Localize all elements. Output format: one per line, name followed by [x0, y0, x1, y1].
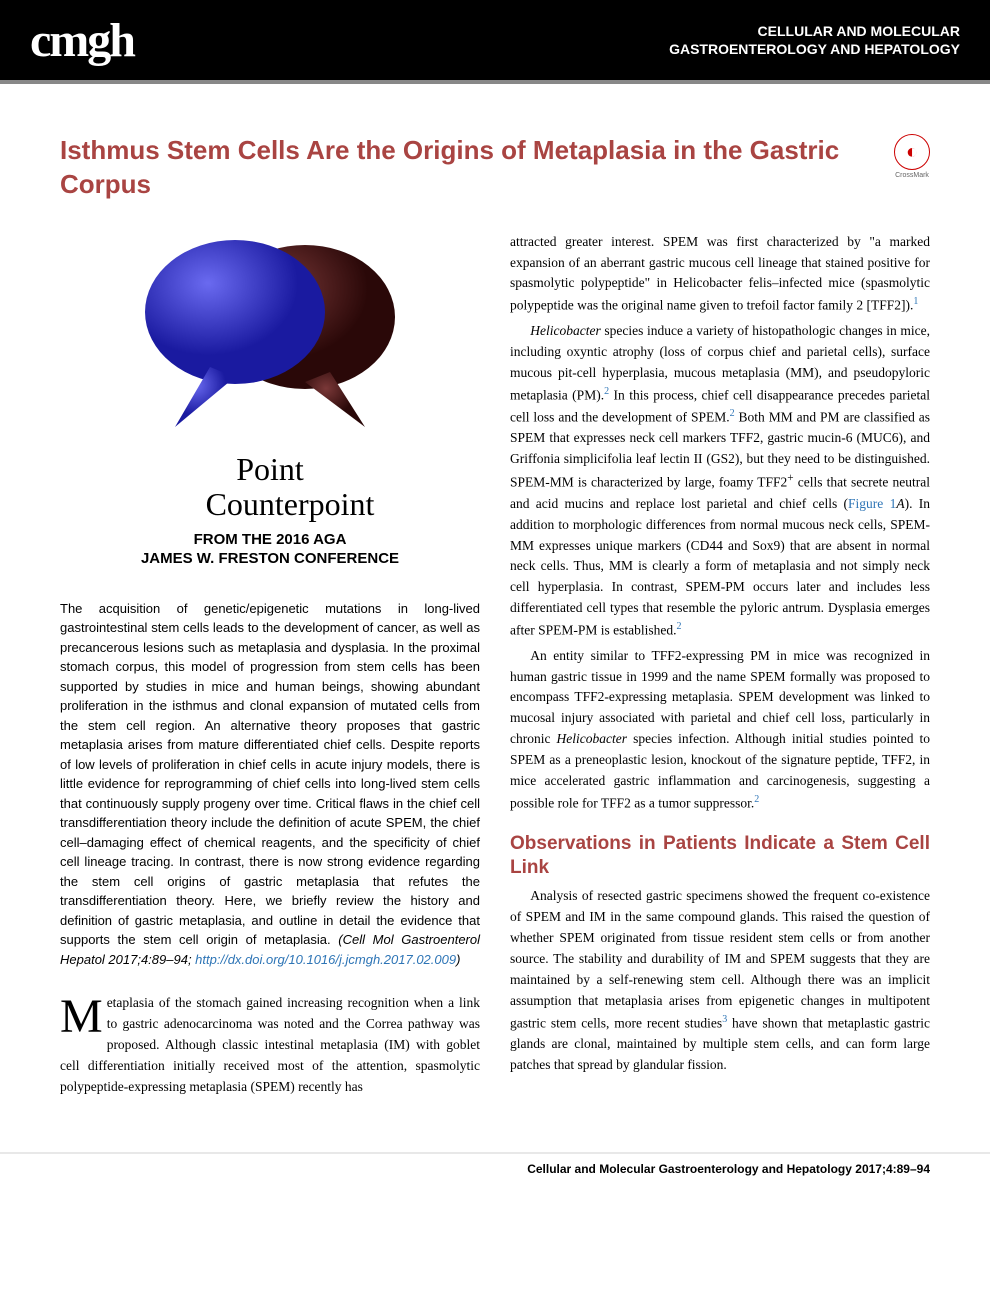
col1-body: Metaplasia of the stomach gained increas…	[60, 993, 480, 1098]
journal-name-line1: CELLULAR AND MOLECULAR	[669, 22, 960, 40]
point-counterpoint-title: Point Counterpoint	[60, 452, 480, 522]
col1-p1-text: etaplasia of the stomach gained increasi…	[60, 995, 480, 1094]
page-footer: Cellular and Molecular Gastroenterology …	[0, 1152, 990, 1190]
title-row: Isthmus Stem Cells Are the Origins of Me…	[60, 134, 930, 202]
right-column: attracted greater interest. SPEM was fir…	[510, 232, 930, 1102]
col2-p3: An entity similar to TFF2-expressing PM …	[510, 646, 930, 815]
ref-2c[interactable]: 2	[677, 621, 682, 632]
col2-p1-text: attracted greater interest. SPEM was fir…	[510, 234, 930, 313]
journal-logo: cmgh	[30, 13, 134, 68]
pc-sub1: FROM THE 2016 AGA	[60, 530, 480, 550]
speech-bubbles-graphic	[130, 232, 410, 442]
abstract-citation-close: )	[456, 952, 460, 967]
pc-line1: Point	[60, 452, 480, 487]
ref-2d[interactable]: 2	[754, 794, 759, 805]
abstract-text: The acquisition of genetic/epigenetic mu…	[60, 601, 480, 948]
journal-name-line2: GASTROENTEROLOGY AND HEPATOLOGY	[669, 40, 960, 58]
ref-3[interactable]: 3	[722, 1014, 727, 1025]
figure-1a-link[interactable]: Figure 1	[848, 496, 896, 511]
conference-subtitle: FROM THE 2016 AGA JAMES W. FRESTON CONFE…	[60, 530, 480, 569]
section-heading-observations: Observations in Patients Indicate a Stem…	[510, 832, 930, 880]
bubbles-svg	[130, 232, 410, 442]
crossmark-glyph: ◐	[906, 141, 918, 164]
col2-p1: attracted greater interest. SPEM was fir…	[510, 232, 930, 317]
footer-citation: Cellular and Molecular Gastroenterology …	[527, 1162, 930, 1176]
left-column: Point Counterpoint FROM THE 2016 AGA JAM…	[60, 232, 480, 1102]
content-area: Isthmus Stem Cells Are the Origins of Me…	[0, 84, 990, 1132]
doi-link[interactable]: http://dx.doi.org/10.1016/j.jcmgh.2017.0…	[195, 952, 456, 967]
article-title: Isthmus Stem Cells Are the Origins of Me…	[60, 134, 860, 202]
col2-p2: Helicobacter species induce a variety of…	[510, 321, 930, 642]
section2-p1: Analysis of resected gastric specimens s…	[510, 886, 930, 1076]
col2-body: attracted greater interest. SPEM was fir…	[510, 232, 930, 1076]
ref-2b[interactable]: 2	[730, 408, 735, 419]
abstract: The acquisition of genetic/epigenetic mu…	[60, 599, 480, 970]
crossmark-icon: ◐	[894, 134, 930, 170]
dropcap: M	[60, 993, 107, 1038]
ref-2a[interactable]: 2	[604, 386, 609, 397]
col1-p1: Metaplasia of the stomach gained increas…	[60, 993, 480, 1098]
journal-name: CELLULAR AND MOLECULAR GASTROENTEROLOGY …	[669, 22, 960, 58]
header-band: cmgh CELLULAR AND MOLECULAR GASTROENTERO…	[0, 0, 990, 80]
crossmark-label: CrossMark	[894, 172, 930, 179]
ref-1[interactable]: 1	[913, 296, 918, 307]
pc-sub2: JAMES W. FRESTON CONFERENCE	[60, 549, 480, 569]
two-column-layout: Point Counterpoint FROM THE 2016 AGA JAM…	[60, 232, 930, 1102]
pc-line2: Counterpoint	[60, 487, 480, 522]
crossmark-badge[interactable]: ◐ CrossMark	[894, 134, 930, 179]
